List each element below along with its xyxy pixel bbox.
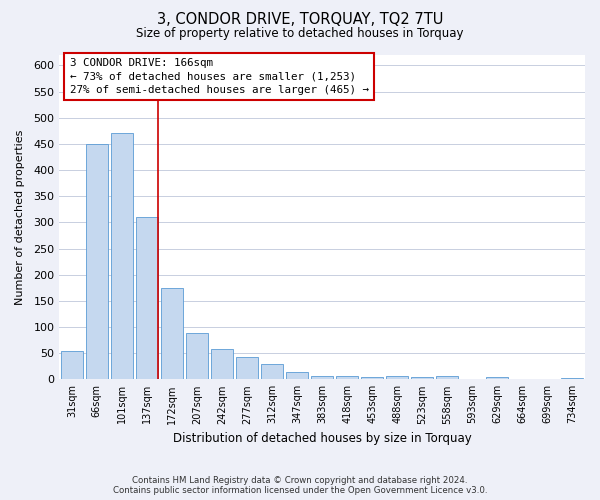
Bar	[111, 134, 133, 380]
Bar	[236, 358, 258, 380]
Bar	[211, 349, 233, 380]
Bar	[562, 378, 583, 380]
Bar	[186, 334, 208, 380]
Bar	[487, 377, 508, 380]
Bar	[411, 376, 433, 380]
Y-axis label: Number of detached properties: Number of detached properties	[15, 130, 25, 305]
Bar	[136, 217, 158, 380]
Bar	[286, 372, 308, 380]
Bar	[336, 376, 358, 380]
X-axis label: Distribution of detached houses by size in Torquay: Distribution of detached houses by size …	[173, 432, 472, 445]
Bar	[436, 376, 458, 380]
Bar	[311, 376, 333, 380]
Bar	[161, 288, 183, 380]
Bar	[361, 376, 383, 380]
Text: 3 CONDOR DRIVE: 166sqm
← 73% of detached houses are smaller (1,253)
27% of semi-: 3 CONDOR DRIVE: 166sqm ← 73% of detached…	[70, 58, 369, 94]
Bar	[86, 144, 108, 380]
Text: Contains HM Land Registry data © Crown copyright and database right 2024.
Contai: Contains HM Land Registry data © Crown c…	[113, 476, 487, 495]
Bar	[386, 376, 408, 380]
Text: 3, CONDOR DRIVE, TORQUAY, TQ2 7TU: 3, CONDOR DRIVE, TORQUAY, TQ2 7TU	[157, 12, 443, 28]
Bar	[261, 364, 283, 380]
Text: Size of property relative to detached houses in Torquay: Size of property relative to detached ho…	[136, 28, 464, 40]
Bar	[61, 350, 83, 380]
